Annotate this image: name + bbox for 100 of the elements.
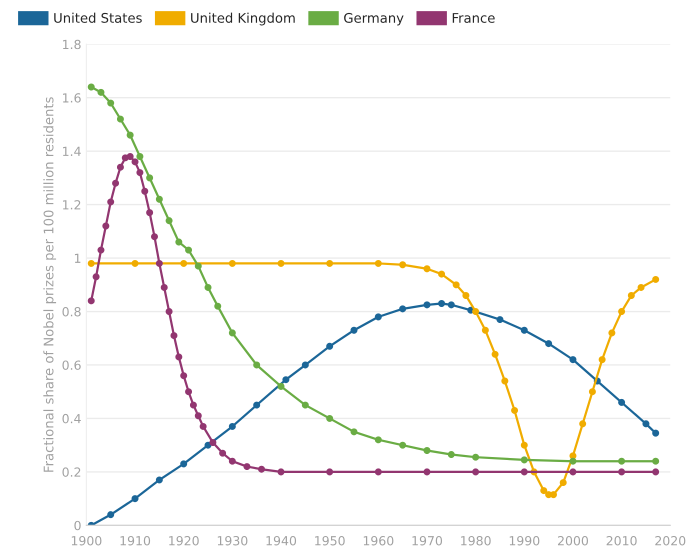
point bbox=[204, 284, 212, 291]
point bbox=[175, 353, 182, 360]
point bbox=[98, 246, 104, 254]
point bbox=[228, 422, 236, 430]
point bbox=[472, 468, 480, 476]
point bbox=[652, 276, 660, 283]
point bbox=[166, 308, 173, 315]
point bbox=[136, 169, 144, 176]
point bbox=[374, 313, 382, 320]
point bbox=[92, 273, 100, 280]
point bbox=[278, 260, 284, 267]
x-tick-label: 2000 bbox=[558, 536, 588, 546]
y-tick-label: 1.2 bbox=[63, 200, 80, 210]
point bbox=[652, 458, 660, 465]
point bbox=[156, 196, 163, 203]
point bbox=[132, 158, 139, 166]
point bbox=[569, 356, 576, 364]
point bbox=[550, 491, 557, 498]
point bbox=[107, 100, 114, 107]
x-tick-label: 1910 bbox=[120, 536, 150, 546]
point bbox=[482, 326, 489, 334]
point bbox=[642, 420, 650, 428]
point bbox=[116, 164, 124, 171]
point bbox=[350, 428, 358, 436]
legend-label: Germany bbox=[344, 12, 404, 26]
point bbox=[302, 362, 309, 368]
point bbox=[652, 468, 660, 476]
point bbox=[520, 326, 528, 334]
legend-label: United States bbox=[54, 12, 142, 23]
point bbox=[243, 463, 250, 470]
point bbox=[399, 261, 406, 268]
point bbox=[424, 468, 430, 476]
y-tick-label: 0.6 bbox=[62, 360, 81, 370]
point bbox=[116, 116, 124, 123]
point bbox=[438, 300, 446, 307]
point bbox=[302, 402, 309, 409]
point bbox=[185, 388, 192, 396]
x-tick-label: 1970 bbox=[412, 536, 442, 546]
y-tick-label: 1.8 bbox=[63, 40, 81, 50]
y-axis-title: Fractional share of Nobel prizes per 100 million residents bbox=[43, 97, 56, 472]
point bbox=[258, 466, 266, 473]
x-tick-label: 1950 bbox=[315, 536, 345, 546]
point bbox=[438, 270, 446, 278]
point bbox=[107, 511, 114, 518]
point bbox=[190, 402, 197, 409]
x-tick-label: 1920 bbox=[169, 536, 199, 546]
point bbox=[219, 450, 226, 457]
x-tick-label: 1990 bbox=[510, 536, 540, 546]
point bbox=[112, 180, 120, 187]
point bbox=[588, 388, 596, 396]
point bbox=[374, 436, 382, 444]
point bbox=[170, 332, 178, 340]
point bbox=[141, 188, 148, 195]
point bbox=[545, 340, 552, 348]
point bbox=[194, 262, 202, 270]
point bbox=[228, 329, 236, 336]
point bbox=[399, 442, 406, 449]
x-tick-label: 2020 bbox=[655, 536, 686, 546]
point bbox=[652, 430, 660, 437]
x-tick-label: 1930 bbox=[218, 536, 248, 546]
point bbox=[448, 451, 455, 458]
x-tick-label: 2010 bbox=[606, 536, 637, 546]
point bbox=[126, 153, 134, 160]
point bbox=[180, 260, 188, 267]
point bbox=[88, 297, 95, 304]
x-tick-label: 1900 bbox=[72, 536, 102, 546]
point bbox=[424, 301, 430, 308]
y-tick-label: 0 bbox=[74, 520, 81, 530]
y-tick-label: 0.8 bbox=[62, 306, 81, 316]
point bbox=[228, 458, 236, 465]
point bbox=[146, 174, 154, 182]
point bbox=[560, 479, 567, 486]
point bbox=[136, 153, 144, 160]
point bbox=[278, 468, 284, 476]
point bbox=[194, 412, 202, 420]
point bbox=[146, 209, 154, 216]
y-tick-label: 0.4 bbox=[62, 414, 81, 424]
point bbox=[132, 260, 139, 267]
point bbox=[278, 382, 284, 390]
x-tick-label: 1960 bbox=[364, 536, 394, 546]
point bbox=[511, 406, 518, 414]
point bbox=[472, 308, 480, 315]
y-tick-label: 0.2 bbox=[62, 467, 80, 477]
point bbox=[151, 233, 158, 240]
point bbox=[88, 260, 95, 267]
point bbox=[462, 292, 470, 299]
point bbox=[424, 447, 430, 454]
point bbox=[628, 292, 635, 299]
point bbox=[618, 308, 626, 315]
point bbox=[282, 376, 290, 384]
point bbox=[102, 222, 110, 230]
point bbox=[520, 442, 528, 449]
point bbox=[180, 372, 188, 380]
point bbox=[350, 326, 358, 334]
point bbox=[540, 487, 548, 494]
y-tick-label: 1 bbox=[74, 254, 80, 263]
x-tick-label: 1980 bbox=[461, 536, 491, 546]
point bbox=[618, 398, 626, 406]
point bbox=[156, 476, 163, 484]
point bbox=[579, 420, 586, 428]
